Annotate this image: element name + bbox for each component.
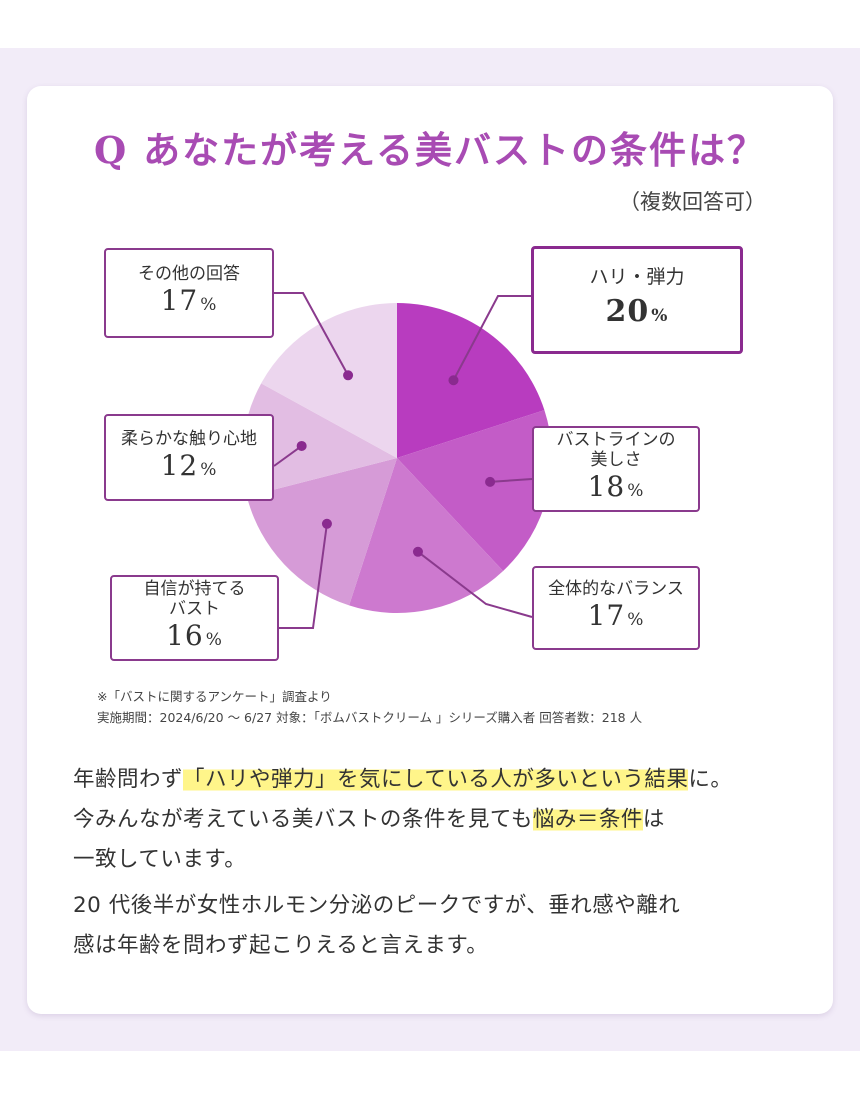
slice-label-value: 16% [166,619,223,652]
pie-slice-4 [242,383,397,497]
leader-dot-1 [485,476,496,487]
slice-label-name: 柔らかな触り心地 [121,428,257,449]
highlight-marker: 悩み＝条件 [532,807,643,832]
body-text: 年齢問わず「ハリや弾力」を気にしている人が多いという結果に。 今みんなが考えてい… [73,760,803,966]
slice-label-4: 柔らかな触り心地 12% [104,414,274,501]
body-line: 一致しています。 [73,847,247,872]
leader-lines [273,292,533,629]
leader-dot-4 [296,440,307,451]
slice-label-5: その他の回答 17% [104,248,274,338]
page-subtitle: （複数回答可） [619,190,766,214]
slice-label-value: 12% [160,448,218,482]
body-line: 20 代後半が女性ホルモン分泌のピークですが、垂れ感や離れ [73,893,681,918]
survey-note-source: ※「バストに関するアンケート」調査より [97,689,332,704]
leader-dot-3 [321,518,332,529]
leader-line-4 [273,445,303,467]
slice-label-3: 自信が持てる バスト 16% [110,575,279,661]
pie-slices [242,303,552,613]
leader-line-1 [490,478,533,483]
body-line: 年齢問わず「ハリや弾力」を気にしている人が多いという結果に。 [73,767,733,792]
slice-label-value: 18% [587,470,645,503]
slice-label-0: ハリ・弾力 20% [531,246,743,354]
leader-line-0 [452,295,531,381]
leader-line-3 [279,523,328,629]
leader-line-5 [274,292,349,376]
highlight-marker: 「ハリや弾力」を気にしている人が多いという結果 [183,767,689,792]
pie-slice-2 [349,458,504,613]
pie-slice-0 [397,303,545,458]
pie-slice-3 [246,458,397,606]
slice-label-name: その他の回答 [138,264,240,284]
slice-label-value: 20% [605,294,669,329]
slice-label-1: バストラインの 美しさ 18% [532,426,700,512]
leader-dot-2 [412,546,423,557]
leader-line-2 [417,550,533,618]
leader-dot-0 [448,375,459,386]
slice-label-2: 全体的なバランス 17% [532,566,700,650]
leader-dot-5 [343,370,354,381]
slice-label-name: 全体的なバランス [548,579,684,599]
page-title: Q あなたが考える美バストの条件は？ [93,128,766,172]
survey-note: ※「バストに関するアンケート」調査より 実施期間：2024/6/20 〜 6/2… [97,686,642,728]
slice-label-name: 自信が持てる バスト [143,579,246,619]
pie-slice-5 [261,303,397,458]
body-line: 今みんなが考えている美バストの条件を見ても悩み＝条件は [73,807,665,832]
pie-slice-1 [397,410,552,571]
slice-label-name: バストラインの 美しさ [556,430,676,470]
slice-label-value: 17% [160,284,218,317]
slice-label-value: 17% [587,599,645,632]
survey-note-details: 実施期間：2024/6/20 〜 6/27 対象：「ボムバストクリーム 」シリー… [97,710,643,725]
body-line: 感は年齢を問わず起こりえると言えます。 [73,933,489,958]
slice-label-name: ハリ・弾力 [589,266,685,288]
